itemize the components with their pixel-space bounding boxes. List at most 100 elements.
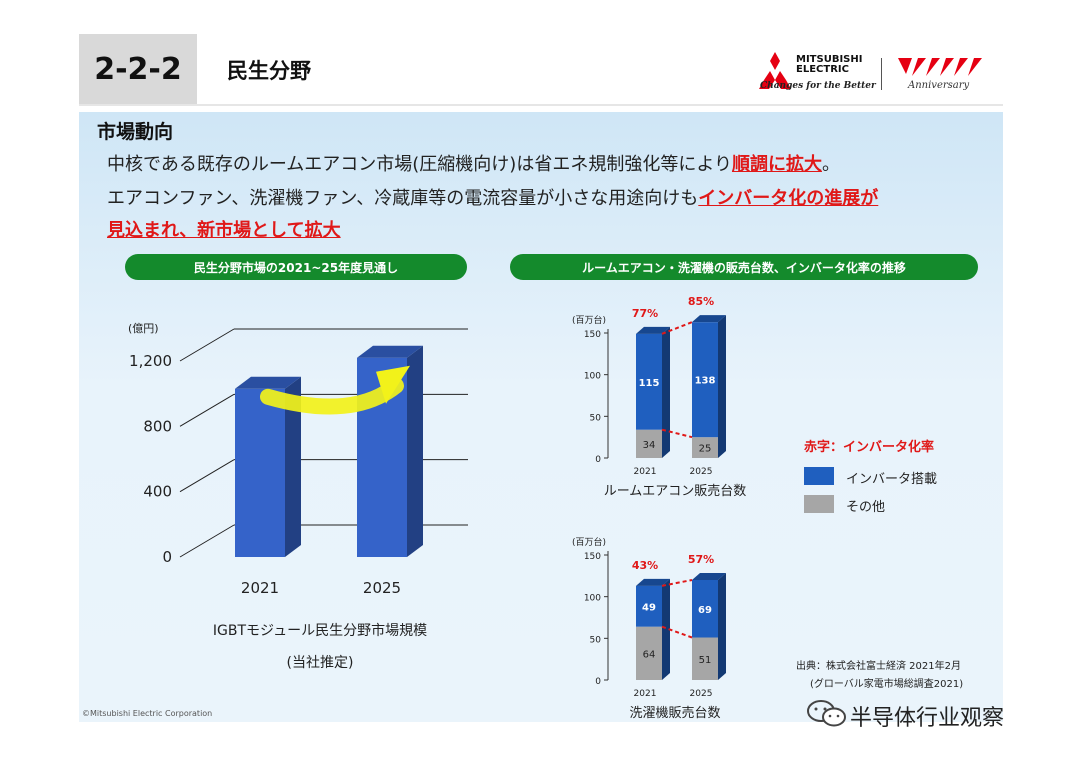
washer-bar-top: [636, 578, 670, 586]
aircon-rate-connector-mid: [661, 428, 693, 439]
market-line-2: エアコンファン、洗濯機ファン、冷蔵庫等の電流容量が小さな用途向けもインバータ化の…: [107, 184, 878, 210]
washer-bar-inverter: [636, 585, 662, 627]
line3-highlight: 見込まれ、新市場として拡大: [107, 220, 341, 241]
left-bar-top: [357, 345, 423, 358]
left-grid-diagonal: [179, 328, 235, 362]
watermark-text: 半导体行业观察: [850, 706, 1005, 731]
left-bar-side: [407, 345, 423, 557]
aircon-sales-chart: (百万台) 0 50 100 150 34 115 2021 77% 25 138 2025 85% ルー…: [572, 295, 747, 499]
line2-text: エアコンファン、洗濯機ファン、冷蔵庫等の電流容量が小さな用途向けも: [107, 188, 699, 209]
aircon-other-label: 34: [643, 440, 656, 451]
washer-x-tick-label: 2021: [634, 689, 657, 699]
source-line-1: 出典：株式会社富士経済 2021年2月: [796, 661, 961, 672]
left-chart-caption: IGBTモジュール民生分野市場規模: [212, 623, 428, 639]
aircon-y-unit: (百万台): [572, 314, 606, 326]
aircon-bar-side: [662, 326, 670, 458]
aircon-rate-label: 85%: [688, 295, 714, 308]
aircon-chart-title: ルームエアコン販売台数: [604, 483, 747, 499]
growth-arrow-head: [376, 365, 410, 404]
washer-chart-title: 洗濯機販売台数: [629, 705, 720, 721]
logo-slogan: Changes for the Better: [760, 81, 876, 91]
line1-suffix: 。: [821, 154, 840, 175]
left-grid-diagonal: [179, 393, 235, 427]
washer-inverter-label: 49: [642, 602, 656, 613]
line1-text: 中核である既存のルームエアコン市場(圧縮機向け)は省エネ規制強化等により: [107, 154, 732, 175]
market-line-3: 見込まれ、新市場として拡大: [107, 216, 341, 242]
left-chart-subcaption: (当社推定): [286, 655, 354, 671]
washer-x-tick-label: 2025: [690, 689, 713, 699]
wechat-icon: [807, 700, 846, 727]
left-y-unit: (億円): [128, 322, 159, 335]
market-heading: 市場動向: [97, 121, 174, 143]
aircon-y-tick-label: 150: [584, 330, 601, 340]
left-y-tick-label: 800: [143, 417, 172, 435]
left-bar-side: [285, 376, 301, 557]
washer-bar-inverter: [692, 580, 718, 638]
anniversary-text: Anniversary: [908, 80, 970, 91]
washer-bar-other: [636, 626, 662, 680]
source-line-2: (グローバル家電市場総調査2021): [810, 679, 964, 690]
legend-swatch-other: [804, 495, 834, 513]
line1-highlight: 順調に拡大: [731, 154, 822, 175]
washer-y-tick-label: 50: [590, 635, 602, 645]
washer-inverter-label: 69: [698, 605, 712, 616]
legend-swatch-inverter: [804, 467, 834, 485]
washer-y-tick-label: 100: [584, 594, 601, 604]
aircon-bar-other: [636, 429, 662, 458]
aircon-bar-top: [692, 315, 726, 323]
washer-rate-connector-mid: [661, 625, 693, 639]
aircon-bar-other: [692, 437, 718, 458]
legend-label-other: その他: [846, 500, 886, 515]
washer-rate-label: 57%: [688, 553, 714, 566]
aircon-inverter-label: 138: [695, 376, 716, 387]
aircon-y-tick-label: 0: [595, 455, 601, 465]
aircon-other-label: 25: [699, 444, 712, 455]
line2-highlight: インバータ化の進展が: [698, 188, 879, 209]
left-y-tick-label: 1,200: [129, 352, 172, 370]
logo-wordmark: MITSUBISHI ELECTRIC: [796, 54, 863, 75]
copyright: ©Mitsubishi Electric Corporation: [82, 709, 213, 718]
aircon-bar-top: [636, 326, 670, 334]
anniversary-logo-icon: [898, 58, 982, 76]
left-chart-pill: 民生分野市場の2021~25年度見通し: [125, 254, 467, 280]
right-chart-pill: ルームエアコン・洗濯機の販売台数、インバータ化率の推移: [510, 254, 978, 280]
left-bar-top: [235, 376, 301, 389]
inverter-rate-note: 赤字：インバータ化率: [804, 440, 935, 455]
header-divider: [79, 104, 1003, 106]
left-bar: [235, 388, 285, 557]
aircon-rate-connector-top: [661, 321, 693, 335]
left-grid-diagonal: [179, 524, 235, 558]
left-y-tick-label: 400: [143, 483, 172, 501]
aircon-x-tick-label: 2021: [634, 467, 657, 477]
left-grid-diagonal: [179, 459, 235, 493]
washer-sales-chart: (百万台) 0 50 100 150 64 49 2021 43% 51 69 2025 57% 洗濯機販…: [572, 536, 726, 721]
aircon-y-tick-label: 100: [584, 372, 601, 382]
market-line-1: 中核である既存のルームエアコン市場(圧縮機向け)は省エネ規制強化等により順調に拡…: [107, 150, 840, 176]
aircon-inverter-label: 115: [639, 378, 660, 389]
washer-other-label: 51: [699, 655, 712, 666]
legend-label-inverter: インバータ搭載: [846, 472, 938, 487]
logo-separator: [881, 58, 882, 90]
aircon-bar-inverter: [692, 322, 718, 438]
washer-bar-other: [692, 637, 718, 680]
washer-rate-connector-top: [661, 579, 693, 587]
section-number: 2-2-2: [79, 34, 197, 104]
aircon-bar-inverter: [636, 333, 662, 430]
left-y-tick-label: 0: [162, 548, 172, 566]
aircon-x-tick-label: 2025: [690, 467, 713, 477]
washer-y-tick-label: 0: [595, 677, 601, 687]
page-title: 民生分野: [227, 59, 311, 83]
aircon-y-tick-label: 50: [590, 413, 602, 423]
mitsubishi-logo-icon: [759, 52, 791, 89]
aircon-bar-side: [718, 315, 726, 458]
washer-bar-side: [662, 578, 670, 680]
igbt-market-chart: (億円) 0 400 800 1,200 2021 2025: [128, 322, 468, 597]
washer-y-unit: (百万台): [572, 536, 606, 548]
washer-other-label: 64: [643, 649, 656, 660]
left-x-tick-label: 2021: [241, 579, 279, 597]
washer-bar-side: [718, 573, 726, 680]
aircon-rate-label: 77%: [632, 307, 658, 320]
washer-y-tick-label: 150: [584, 552, 601, 562]
content-panel: [79, 112, 1003, 722]
washer-bar-top: [692, 573, 726, 580]
